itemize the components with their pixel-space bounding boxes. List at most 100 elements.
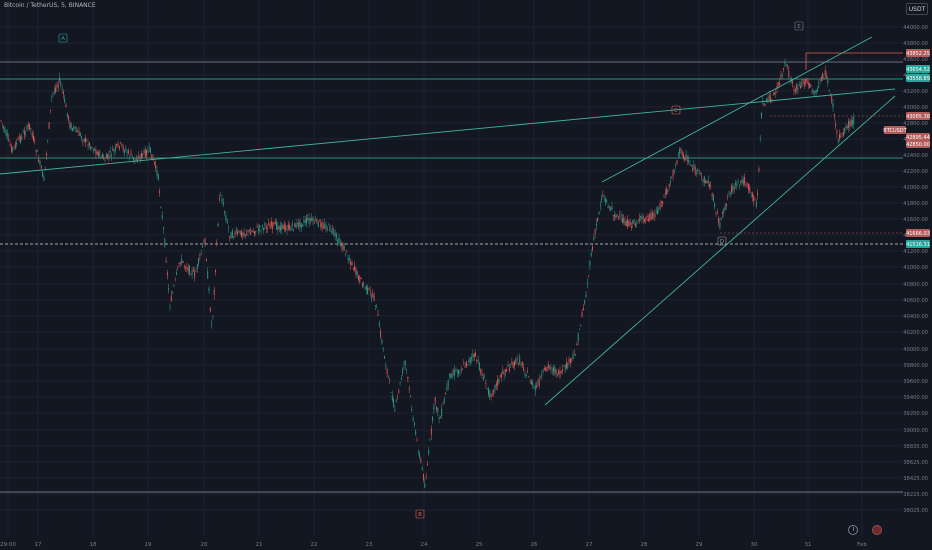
- candle-body: [291, 223, 293, 227]
- candle-body: [486, 388, 488, 389]
- price-label-text: 41666.03: [906, 231, 930, 237]
- candle-body: [73, 126, 75, 129]
- price-label-box: [906, 140, 930, 148]
- candle-body: [628, 220, 630, 227]
- candle-body: [170, 295, 172, 302]
- candle-body: [341, 244, 343, 247]
- candle-body: [592, 246, 593, 250]
- candle-body: [741, 179, 743, 183]
- price-tick-label: 43000.00: [903, 105, 928, 111]
- candle-body: [650, 213, 652, 221]
- candle-body: [306, 218, 307, 224]
- candle-body: [415, 430, 417, 435]
- candle-body: [156, 170, 158, 176]
- candle-body: [684, 157, 686, 161]
- candle-body: [172, 292, 174, 294]
- candle-body: [33, 135, 34, 142]
- candle-body: [525, 373, 527, 377]
- candle-body: [408, 388, 410, 390]
- candle-body: [30, 128, 32, 130]
- candle-body: [199, 254, 201, 257]
- price-tick-label: 39400.00: [903, 395, 928, 401]
- candle-body: [224, 210, 226, 213]
- candle-body: [62, 91, 64, 95]
- candle-body: [101, 154, 103, 158]
- candle-body: [462, 369, 463, 370]
- candle-body: [641, 216, 643, 220]
- candle-body: [423, 473, 424, 480]
- candle-body: [263, 228, 265, 231]
- candle-body: [254, 231, 255, 234]
- candle-body: [762, 100, 764, 102]
- candle-body: [413, 422, 415, 426]
- candle-body: [623, 218, 625, 223]
- candle-body: [450, 373, 452, 379]
- candle-body: [519, 356, 521, 364]
- tradingview-logo-icon[interactable]: [872, 525, 882, 535]
- candle-body: [455, 369, 457, 372]
- candle-body: [391, 395, 393, 401]
- price-tick-label: 39200.00: [903, 411, 928, 417]
- candle-body: [402, 368, 404, 374]
- candle-body: [287, 224, 289, 230]
- candle-body: [407, 376, 409, 380]
- candle-body: [373, 295, 375, 301]
- candle-body: [822, 73, 824, 78]
- time-tick-label: 26: [531, 542, 538, 548]
- candle-body: [528, 376, 530, 378]
- candle-body: [490, 394, 492, 397]
- candle-body: [446, 386, 448, 391]
- candle-body: [346, 250, 348, 252]
- candle-body: [744, 176, 746, 184]
- candle-body: [563, 365, 565, 367]
- candle-body: [268, 223, 270, 226]
- candle-body: [203, 242, 205, 244]
- time-tick-label: 29: [696, 542, 703, 548]
- candle-body: [632, 220, 634, 224]
- candle-body: [659, 203, 661, 209]
- candle-body: [761, 113, 762, 118]
- candle-body: [382, 347, 384, 350]
- price-tick-label: 39600.00: [903, 379, 928, 385]
- candle-body: [618, 216, 619, 218]
- candle-body: [420, 459, 422, 462]
- candle-body: [529, 381, 531, 383]
- currency-button[interactable]: USDT: [906, 3, 928, 15]
- candle-body: [434, 397, 436, 403]
- candle-body: [608, 205, 610, 208]
- candle-body: [329, 224, 331, 232]
- candle-body: [377, 314, 379, 316]
- candle-body: [43, 176, 45, 181]
- candle-body: [429, 439, 431, 441]
- candle-body: [125, 148, 127, 151]
- candle-body: [523, 367, 525, 371]
- candle-body: [390, 392, 392, 394]
- candle-body: [666, 189, 668, 195]
- time-tick-label: 17: [35, 542, 42, 548]
- candle-body: [517, 363, 519, 365]
- candle-body: [679, 148, 681, 154]
- price-tick-label: 38835.00: [903, 444, 928, 450]
- candle-body: [105, 154, 107, 159]
- candle-body: [449, 374, 450, 376]
- symbol-title[interactable]: Bitcoin / TetherUS, 5, BINANCE: [4, 2, 96, 9]
- candle-body: [839, 133, 840, 139]
- candle-body: [540, 377, 541, 378]
- candle-body: [147, 150, 149, 153]
- wave-label-box: [717, 236, 727, 246]
- candle-body: [144, 149, 146, 157]
- candle-body: [181, 258, 183, 263]
- candle-body: [358, 275, 359, 281]
- candle-body: [157, 174, 159, 180]
- candle-body: [697, 169, 699, 171]
- wave-label: C: [674, 108, 678, 114]
- clock-icon[interactable]: [848, 525, 858, 535]
- candle-body: [36, 150, 38, 152]
- candle-body: [260, 230, 262, 232]
- candle-body: [42, 171, 44, 177]
- candle-body: [559, 371, 561, 378]
- candle-body: [733, 187, 735, 189]
- candle-body: [339, 243, 341, 246]
